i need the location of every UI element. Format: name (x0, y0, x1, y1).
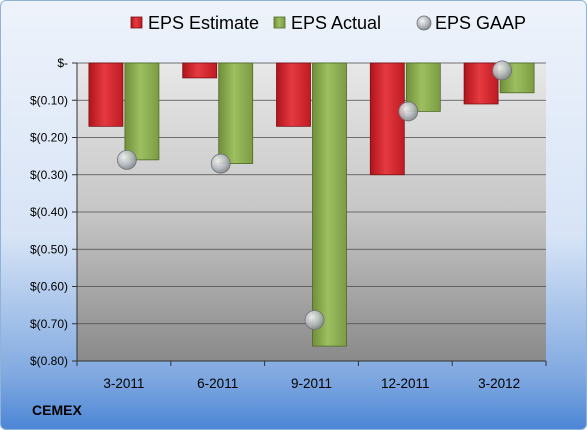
legend: EPS Estimate EPS Actual EPS GAAP (130, 13, 526, 33)
y-tick-label: $(0.30) (30, 168, 68, 182)
bar-eps-actual (312, 62, 347, 347)
y-tick-label: $(0.20) (30, 131, 68, 145)
bar-eps-estimate (88, 62, 124, 127)
bar-eps-estimate (182, 62, 218, 79)
gaap-markers (117, 60, 513, 330)
marker-eps-gaap (210, 153, 231, 174)
x-tick-label: 6-2011 (197, 376, 238, 391)
marker-eps-gaap (492, 60, 513, 81)
x-tick-label: 3-2011 (103, 376, 144, 391)
y-tick-label: $- (57, 56, 68, 70)
x-tick-label: 9-2011 (291, 376, 332, 391)
y-tick-label: $(0.70) (30, 317, 68, 331)
legend-label: EPS Estimate (148, 13, 259, 33)
y-tick-label: $(0.10) (30, 93, 68, 107)
marker-eps-gaap (304, 310, 325, 330)
company-label: CEMEX (32, 402, 82, 418)
legend-label: EPS GAAP (435, 13, 526, 33)
bar-eps-actual (218, 62, 254, 164)
bar-eps-estimate (369, 62, 405, 176)
marker-eps-gaap (117, 149, 137, 170)
bars (88, 62, 535, 347)
legend-label: EPS Actual (291, 13, 381, 33)
y-tick-label: $(0.40) (30, 205, 68, 219)
y-axis: $- $(0.10) $(0.20) $(0.30) $(0.40) $(0.50) $(0… (30, 56, 78, 368)
x-axis: 3-2011 6-2011 9-2011 12-2011 3-2012 (76, 360, 547, 391)
x-tick-label: 3-2012 (478, 376, 520, 391)
x-tick-label: 12-2011 (381, 376, 430, 391)
bar-eps-estimate (276, 62, 311, 127)
legend-swatch-eps-actual (273, 16, 286, 29)
legend-swatch-eps-estimate (130, 16, 143, 29)
y-tick-label: $(0.60) (30, 280, 68, 294)
y-tick-label: $(0.80) (30, 354, 68, 368)
legend-swatch-eps-gaap (416, 15, 432, 31)
marker-eps-gaap (398, 101, 419, 122)
bar-eps-actual (124, 62, 160, 161)
y-tick-label: $(0.50) (30, 242, 68, 256)
